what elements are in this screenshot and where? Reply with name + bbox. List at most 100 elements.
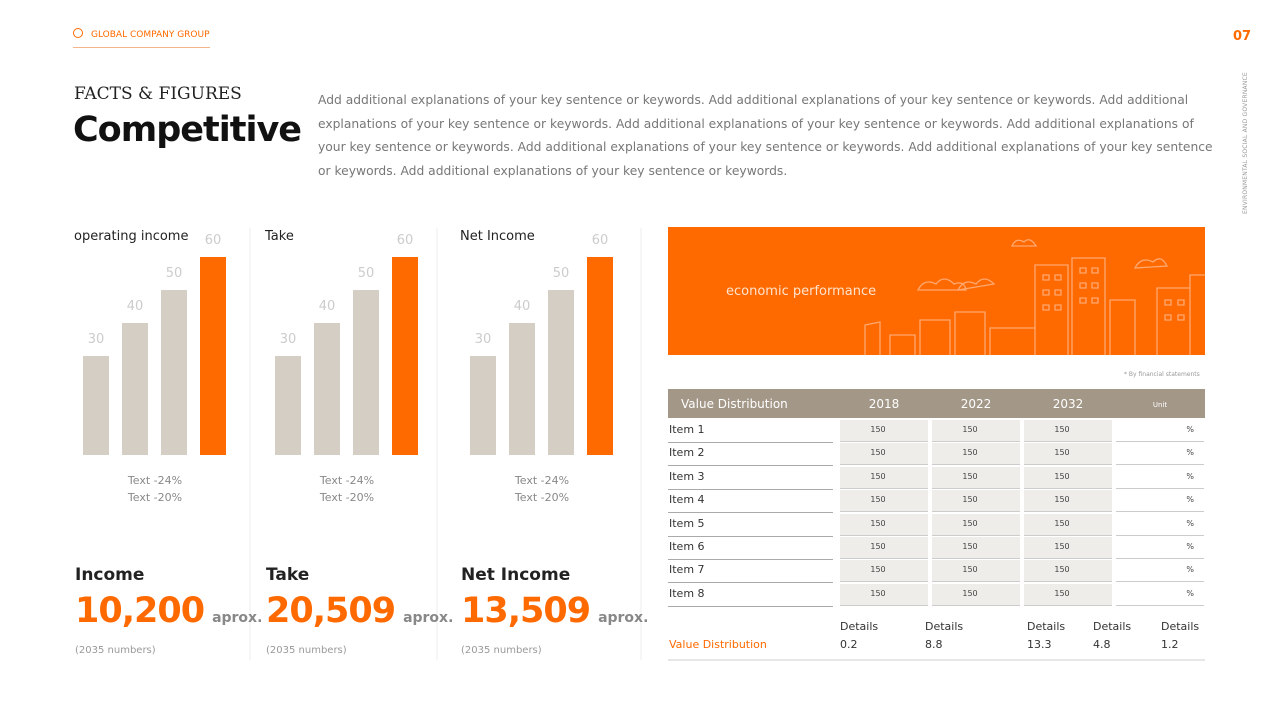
kpi-amount: 13,509 [461,591,591,631]
city-illustration [864,239,1205,355]
bar [275,356,301,455]
cell: 150 [870,565,886,575]
cell: 150 [1054,448,1070,458]
footer-header: Details [1027,620,1066,633]
kpi-footnote: (2035 numbers) [461,645,542,656]
cell-bg [1116,466,1204,489]
cell: 150 [1054,471,1070,481]
row-line [668,465,833,467]
cell: 150 [962,471,978,481]
cell: 150 [962,425,978,434]
cell: 150 [1054,542,1070,551]
cell-bg [840,466,928,489]
footer-label: Value Distribution [669,638,767,651]
cell-bg [932,466,1020,489]
page-number: 07 [1233,29,1252,44]
kpi-amount: 20,509 [266,591,396,631]
banner-note: * By financial statements [1124,371,1200,378]
chart-title: Take [265,229,294,244]
footer-header: Details [1161,620,1200,633]
value-label: 60 [592,233,609,248]
cell-bg [840,583,928,606]
bar [509,323,535,455]
cell: 150 [962,565,978,575]
footer-value: 4.8 [1093,638,1111,651]
row-label: Item 3 [669,469,705,483]
footer-value: 13.3 [1027,638,1052,651]
cell: 150 [1054,588,1070,598]
cell: 150 [1054,565,1070,575]
chart-title: operating income [74,229,189,244]
banner [668,227,1205,355]
table-header: Value Distribution [681,397,788,411]
cell-bg [1024,537,1112,559]
value-label: 60 [397,233,414,248]
bar [392,257,418,455]
cell-bg [1116,560,1204,583]
cell-bg [932,513,1020,536]
logo-icon [73,28,83,38]
row-label: Item 5 [669,516,705,530]
cell: % [1186,565,1194,575]
note: Text -20% [514,491,569,504]
row-line [668,605,833,607]
cell-bg [840,560,928,583]
bar [83,356,109,455]
cell-bg [840,537,928,559]
row-line [668,488,833,490]
cell: 150 [870,495,886,505]
banner-text: economic performance [726,284,877,299]
row-line [668,512,833,514]
cell: % [1186,495,1194,505]
footer-header: Details [1093,620,1132,633]
value-label: 50 [358,266,375,281]
cell-bg [1116,583,1204,606]
bar [353,290,379,455]
footer-value: 0.2 [840,638,858,651]
cell-bg [932,443,1020,466]
row-label: Item 4 [669,493,705,507]
cell: 150 [962,542,978,551]
note: Text -24% [319,474,374,487]
value-label: 60 [205,233,222,248]
kpi-label: Income [75,565,145,585]
kpi-row: 20,509 aprox. [266,591,453,631]
bar [587,257,613,455]
cell-bg [932,420,1020,442]
cell: % [1186,448,1194,458]
intro-text: Add additional explanations of your key … [318,93,1213,178]
cell-bg [1024,466,1112,489]
note: Text -20% [127,491,182,504]
table-header-bg [668,389,1205,418]
cell-bg [1116,513,1204,536]
value-label: 30 [280,332,297,347]
note: Text -24% [514,474,569,487]
row-line [668,535,833,537]
footer-value: 1.2 [1161,638,1179,651]
table-header: 2018 [868,397,900,411]
footer-value: 8.8 [925,638,943,651]
cell-bg [840,443,928,466]
value-label: 40 [127,299,144,314]
row-label: Item 2 [669,446,705,460]
row-label: Item 7 [669,563,705,577]
bar [314,323,340,455]
kpi-footnote: (2035 numbers) [75,645,156,656]
cell-bg [1024,513,1112,536]
kpi-suffix: aprox. [403,610,454,626]
row-line [668,442,833,443]
cell: 150 [1054,518,1070,528]
cell: 150 [870,542,886,551]
kpi-row: 13,509 aprox. [461,591,648,631]
cell-bg [932,583,1020,606]
table-header: Unit [1152,401,1168,409]
cell: 150 [962,495,978,505]
cell: 150 [1054,495,1070,505]
value-label: 50 [553,266,570,281]
brand: GLOBAL COMPANY GROUP [91,30,210,40]
chart-title: Net Income [460,229,535,244]
cell: 150 [1054,425,1070,434]
bar [200,257,226,455]
